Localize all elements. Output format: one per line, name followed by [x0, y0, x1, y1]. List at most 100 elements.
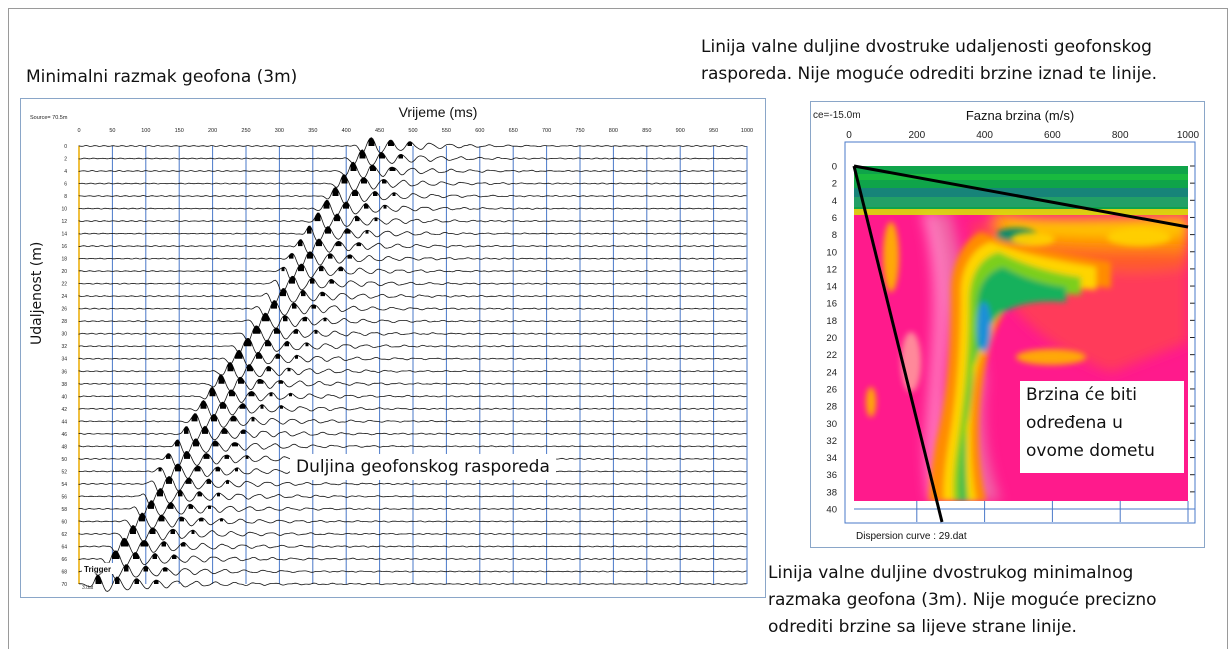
- seismogram-y-tick: 14: [61, 232, 67, 238]
- dispersion-y-tick: 38: [826, 487, 837, 498]
- lower-line-annotation-1: Linija valne duljine dvostrukog minimaln…: [768, 563, 1134, 583]
- lower-limit-line: [852, 165, 944, 523]
- seismogram-y-tick: 58: [61, 507, 67, 513]
- seismogram-wiggle-fill: [266, 366, 271, 372]
- seismogram-wiggle-fill: [220, 518, 223, 522]
- seismogram-wiggle-fill: [188, 504, 193, 509]
- seismogram-wiggle-fill: [191, 530, 195, 534]
- velocity-range-line-1: Brzina će biti: [1026, 385, 1138, 405]
- seismogram-trace: [78, 251, 747, 268]
- seismogram-wiggle-fill: [209, 387, 216, 397]
- seismogram-wiggle-fill: [143, 566, 148, 572]
- seismogram-wiggle-fill: [133, 552, 139, 559]
- seismogram-wiggle-fill: [163, 567, 168, 572]
- seismogram-wiggle-fill: [325, 226, 331, 234]
- upper-line-annotation-1: Linija valne duljine dvostruke udaljenos…: [701, 37, 1152, 57]
- seismogram-panel: Source= 70.5m Vrijeme (ms) 0 50 100 150 200 2…: [20, 98, 766, 598]
- seismogram-wiggle-fill: [311, 304, 316, 309]
- seismogram-y-tick: 52: [61, 469, 67, 475]
- seismogram-wiggle-fill: [235, 467, 238, 472]
- seismogram-wiggle-fill: [232, 442, 238, 447]
- seismogram-x-tick: 200: [208, 128, 217, 134]
- seismogram-wiggle-fill: [307, 225, 312, 234]
- seismogram-wiggle-fill: [121, 538, 129, 547]
- seismogram-wiggle-fill: [328, 253, 333, 259]
- seismogram-x-tick: 650: [509, 128, 518, 134]
- seismogram-y-tick: 12: [61, 219, 67, 225]
- seismogram-wiggle-fill: [175, 464, 181, 472]
- seismogram-y-tick: 2: [64, 157, 67, 163]
- dispersion-plot: ce=-15.0m Fazna brzina (m/s) 0 200 400 600 8…: [813, 108, 1200, 542]
- seismogram-trace: [78, 413, 747, 431]
- seismogram-y-tick: 46: [61, 432, 67, 438]
- seismogram-y-tick: 26: [61, 307, 67, 313]
- dispersion-y-tick: 14: [826, 282, 837, 293]
- seismogram-x-tick: 450: [375, 128, 384, 134]
- seismogram-trace: [78, 574, 747, 592]
- seismogram-y-tick: 44: [61, 419, 67, 425]
- seismogram-wiggle-fill: [287, 368, 291, 372]
- seismogram-trace: [78, 199, 747, 217]
- seismogram-trace: [78, 550, 747, 568]
- seismogram-trace: [78, 438, 747, 455]
- seismogram-wiggle-fill: [170, 529, 175, 534]
- dispersion-y-tick: 10: [826, 247, 837, 258]
- seismogram-y-tick: 18: [61, 257, 67, 263]
- seismogram-wiggle-fill: [115, 577, 120, 584]
- seismogram-wiggle-fill: [284, 341, 289, 347]
- dispersion-y-tick: 24: [826, 367, 837, 378]
- seismogram-wiggle-fill: [281, 267, 285, 272]
- seismogram-trace: [78, 287, 747, 306]
- seismogram-wiggle-fill: [383, 205, 387, 209]
- seismogram-wiggle-fill: [323, 200, 330, 209]
- min-spacing-label: Minimalni razmak geofona (3m): [26, 67, 298, 87]
- seismogram-wiggle-fill: [292, 302, 297, 309]
- seismogram-y-tick: 38: [61, 382, 67, 388]
- seismogram-trace: [78, 524, 747, 542]
- seismogram-trace: [78, 149, 747, 166]
- seismogram-wiggle-fill: [241, 429, 246, 434]
- seismogram-y-tick: 16: [61, 244, 67, 250]
- seismogram-wiggle-fill: [289, 393, 292, 397]
- dispersion-y-tick: 22: [826, 350, 837, 361]
- seismogram-wiggle-fill: [184, 451, 190, 459]
- dispersion-frame: [844, 141, 1196, 524]
- seismogram-trace: [78, 400, 747, 418]
- seismogram-wiggle-fill: [392, 192, 396, 197]
- seismogram-y-tick: 28: [61, 319, 67, 325]
- seismogram-y-tick: 30: [61, 332, 67, 338]
- seismogram-trace: [78, 362, 747, 379]
- seismogram-wiggle-fill: [206, 479, 211, 484]
- seismogram-wiggle-fill: [167, 502, 174, 509]
- trigger-label: Trigger: [82, 563, 114, 574]
- seismogram-wiggle-fill: [194, 466, 201, 472]
- seismogram-wiggle-fill: [370, 165, 376, 172]
- dispersion-panel: ce=-15.0m Fazna brzina (m/s) 0 200 400 600 8…: [810, 101, 1205, 548]
- seismogram-wiggle-fill: [181, 542, 186, 547]
- dispersion-y-tick: 8: [832, 230, 837, 241]
- seismogram-wiggle-fill: [262, 313, 270, 322]
- seismogram-plot: Source= 70.5m Vrijeme (ms) 0 50 100 150 200 2…: [30, 104, 753, 592]
- seismogram-trace: [78, 300, 747, 318]
- seismogram-wiggle-fill: [256, 352, 262, 359]
- seismogram-y-tick: 68: [61, 569, 67, 575]
- seismogram-wiggle-fill: [217, 492, 220, 497]
- seismogram-y-tick: 40: [61, 394, 67, 400]
- seismogram-wiggle-fill: [373, 191, 378, 197]
- seismogram-wiggle-fill: [139, 513, 145, 522]
- seismogram-wiggle-fill: [305, 342, 309, 347]
- seismogram-wiggle-fill: [212, 440, 219, 447]
- seismogram-wiggle-fill: [265, 340, 271, 347]
- seismogram-wiggle-fill: [379, 152, 385, 159]
- seismogram-x-tick: 0: [77, 128, 80, 134]
- seismogram-wiggle-fill: [389, 167, 396, 172]
- seismogram-x-tick: 300: [275, 128, 284, 134]
- seismogram-y-tick: 34: [61, 357, 67, 363]
- seismogram-wiggle-fill: [352, 190, 358, 197]
- seismogram-wiggle-fill: [154, 580, 159, 584]
- upper-line-annotation-2: rasporeda. Nije moguće odrediti brzine i…: [701, 64, 1158, 84]
- seismogram-x-tick: 750: [575, 128, 584, 134]
- seismogram-x-tick: 400: [342, 128, 351, 134]
- dispersion-y-tick: 12: [826, 264, 837, 275]
- seismogram-y-tick: 60: [61, 519, 67, 525]
